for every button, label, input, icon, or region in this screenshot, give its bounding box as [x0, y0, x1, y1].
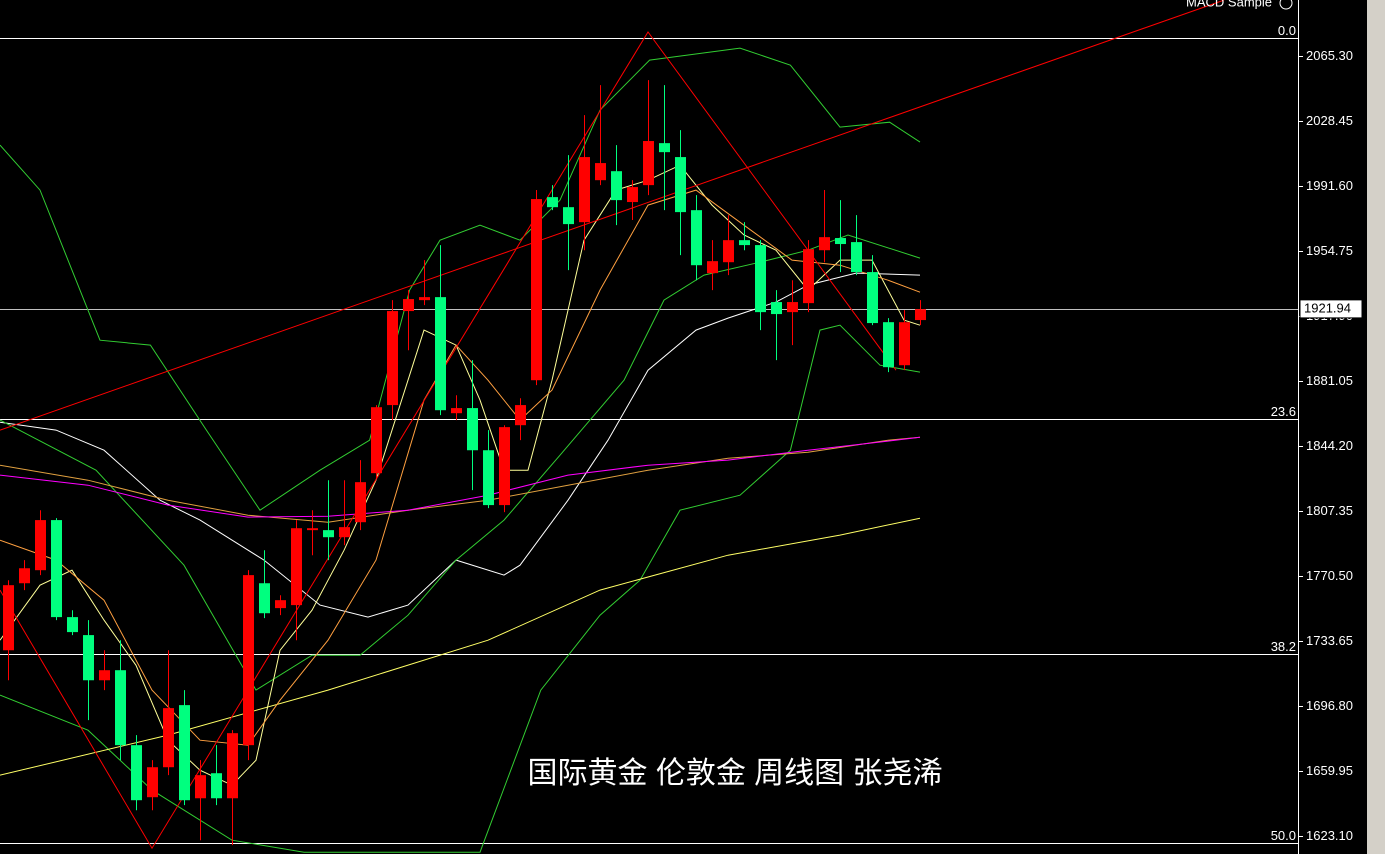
indicator-line: [0, 47, 921, 511]
plot-area: [0, 0, 1298, 853]
candle-body: [339, 527, 350, 538]
level-label: 0.0: [1278, 23, 1296, 38]
y-tick-label: 1844.20: [1306, 438, 1353, 453]
candle-body: [307, 528, 318, 531]
candle-body: [867, 272, 878, 324]
y-tick-label: 1733.65: [1306, 633, 1353, 648]
candle-body: [243, 575, 254, 746]
y-tick-label: 1623.10: [1306, 828, 1353, 843]
candle-body: [179, 705, 190, 801]
candle-body: [387, 311, 398, 406]
candle-body: [355, 482, 366, 523]
candle-body: [227, 733, 238, 799]
price-box: [1299, 299, 1363, 319]
y-tick-label: 1807.35: [1306, 503, 1353, 518]
candle-body: [115, 670, 126, 746]
candle-body: [803, 249, 814, 304]
y-tick-label: 1770.50: [1306, 568, 1353, 583]
candle-body: [771, 302, 782, 315]
candle-body: [3, 585, 14, 651]
candle-body: [915, 309, 926, 321]
candle-body: [675, 157, 686, 213]
level-label: 38.2: [1271, 639, 1296, 654]
candle-body: [291, 528, 302, 606]
candle-body: [515, 405, 526, 426]
candle-body: [419, 297, 430, 301]
candle-body: [67, 617, 78, 633]
candle-body: [483, 450, 494, 506]
candle-body: [211, 773, 222, 799]
candle-body: [595, 163, 606, 181]
candle-body: [835, 238, 846, 245]
candle-body: [883, 322, 894, 368]
candle-body: [643, 141, 654, 186]
candle-body: [611, 171, 622, 201]
price-label: 1921.94: [1304, 300, 1351, 315]
indicator-line: [0, 324, 921, 853]
chart-title: 国际黄金 伦敦金 周线图 张尧浠: [527, 757, 942, 790]
candle-body: [147, 767, 158, 798]
y-tick-label: 2028.45: [1306, 113, 1353, 128]
candle-body: [563, 207, 574, 225]
candle-body: [787, 302, 798, 313]
level-label: 23.6: [1271, 404, 1296, 419]
candle-body: [499, 427, 510, 506]
candle-body: [627, 187, 638, 203]
candle-body: [83, 635, 94, 681]
indicator-line: [0, 0, 1225, 431]
candle-body: [899, 322, 910, 366]
indicator-icon: [1279, 0, 1293, 10]
candle-body: [851, 242, 862, 273]
indicator-line: [0, 31, 897, 850]
candle-body: [275, 600, 286, 609]
indicator-line: [0, 234, 921, 691]
candle-body: [579, 157, 590, 223]
candle-body: [707, 261, 718, 274]
candle-body: [371, 407, 382, 474]
candle-body: [99, 670, 110, 681]
candle-body: [163, 708, 174, 768]
candle-body: [723, 240, 734, 263]
candle-body: [51, 520, 62, 618]
y-tick-label: 2065.30: [1306, 48, 1353, 63]
candle-body: [35, 520, 46, 571]
y-tick-label: 1881.05: [1306, 373, 1353, 388]
candle-body: [547, 197, 558, 208]
candle-body: [467, 408, 478, 451]
candle-body: [659, 143, 670, 153]
y-tick-label: 1696.80: [1306, 698, 1353, 713]
candle-body: [131, 745, 142, 801]
level-label: 50.0: [1271, 828, 1296, 843]
candle-body: [435, 297, 446, 411]
candle-body: [259, 583, 270, 614]
y-tick-label: 1954.75: [1306, 243, 1353, 258]
candle-body: [819, 237, 830, 251]
candle-body: [691, 210, 702, 266]
candle-body: [451, 408, 462, 414]
y-tick-label: 1659.95: [1306, 763, 1353, 778]
candle-body: [403, 299, 414, 312]
candle-body: [531, 199, 542, 381]
y-tick-label: 1991.60: [1306, 178, 1353, 193]
candle-body: [323, 530, 334, 538]
indicator-line: [0, 517, 921, 776]
candle-body: [19, 568, 30, 584]
scrollbar: [1367, 0, 1385, 854]
candle-body: [755, 245, 766, 313]
candle-body: [739, 240, 750, 246]
candle-body: [195, 775, 206, 799]
indicator-name: MACD Sample: [1186, 0, 1272, 9]
